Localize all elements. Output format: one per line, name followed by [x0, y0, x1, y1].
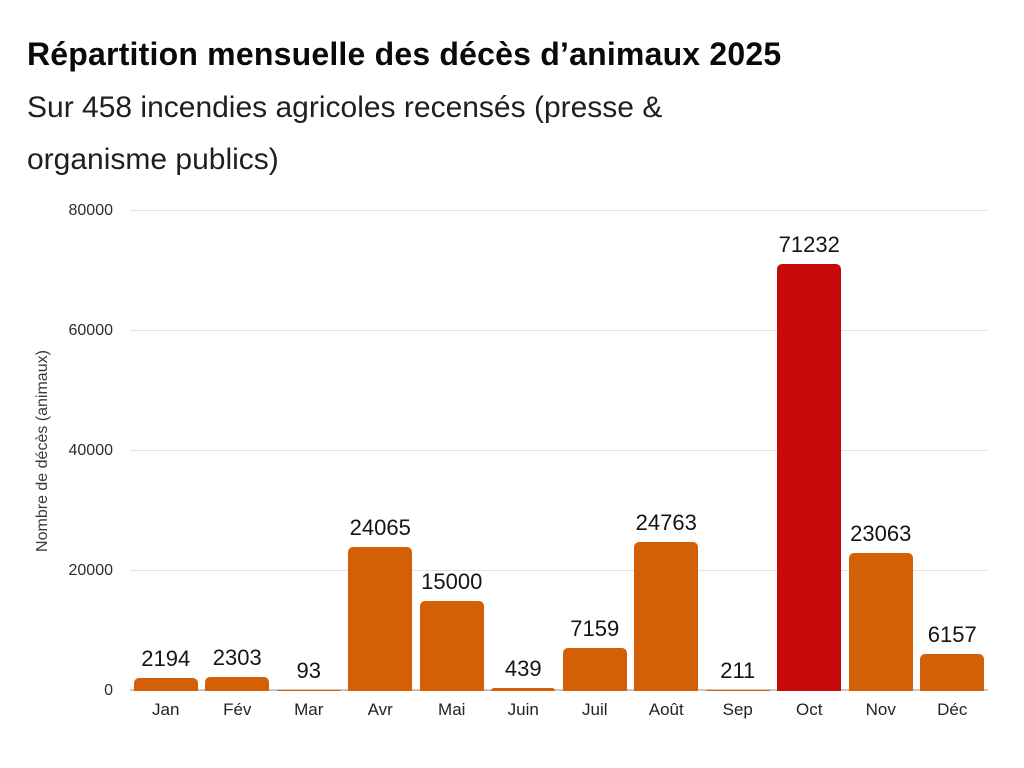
x-tick-label: Août [648, 700, 684, 719]
bar-value-label: 71232 [778, 231, 840, 257]
x-tick-label: Nov [865, 700, 896, 719]
y-tick-label: 60000 [68, 322, 114, 339]
y-tick-label: 0 [104, 682, 113, 699]
bar [276, 690, 341, 691]
y-tick-label: 80000 [68, 202, 114, 219]
bar [205, 677, 270, 691]
bar-slot: 439 [488, 211, 560, 691]
bar-value-label: 7159 [570, 616, 620, 642]
bar-slot: 24065 [345, 211, 417, 691]
bar-value-label: 15000 [421, 569, 483, 594]
x-axis-tick-labels: Jan Fév Mar Avr Mai Juin Juil Août Sep Oct Nov Déc [130, 700, 988, 720]
chart-title: Répartition mensuelle des décès d’animau… [27, 36, 782, 72]
bar [634, 542, 699, 691]
bar-slot: 211 [702, 211, 774, 691]
bar-value-label: 2303 [212, 645, 262, 671]
x-axis-line [130, 689, 988, 691]
bar-value-label: 6157 [927, 622, 977, 648]
x-tick-label: Fév [223, 700, 252, 719]
bar-series: 2194 2303 93 24065 15000 439 7159 24763 211 71232… [130, 211, 988, 691]
bar-value-label: 93 [296, 658, 321, 684]
bar-slot: 71232 [774, 211, 846, 691]
bar [491, 688, 556, 691]
bar [848, 552, 913, 691]
x-tick-label: Juil [581, 700, 608, 719]
bar-slot: 7159 [559, 211, 631, 691]
x-tick-label: Sep [722, 700, 753, 719]
gridline [130, 450, 988, 451]
bar [133, 677, 198, 691]
gridline [130, 330, 988, 331]
bar-slot: 15000 [416, 211, 488, 691]
x-tick-label: Oct [796, 700, 823, 719]
bar-value-label: 211 [720, 657, 756, 683]
y-tick-label: 40000 [68, 442, 114, 459]
x-tick-label: Déc [937, 700, 968, 719]
bar-slot: 93 [273, 211, 345, 691]
gridline [130, 570, 988, 571]
x-tick-label: Mar [294, 700, 324, 719]
x-tick-label: Juin [507, 700, 539, 719]
bar-slot: 23063 [845, 211, 917, 691]
bar [348, 546, 413, 691]
bar-value-label: 24065 [349, 514, 411, 540]
gridline [130, 210, 988, 211]
plot-area: 2194 2303 93 24065 15000 439 7159 24763 211 71232… [130, 210, 988, 691]
x-tick-label: Avr [367, 700, 393, 719]
bar-slot: 2303 [202, 211, 274, 691]
y-tick-label: 20000 [68, 562, 114, 579]
bar-value-label: 439 [504, 656, 542, 682]
bar-slot: 24763 [631, 211, 703, 691]
bar-value-label: 2194 [141, 645, 191, 671]
bar-slot: 6157 [917, 211, 989, 691]
bar-value-label: 24763 [635, 510, 697, 536]
bar [920, 654, 985, 691]
bar [419, 601, 484, 691]
bar [777, 263, 842, 691]
x-tick-label: Jan [152, 700, 180, 719]
bar-slot: 2194 [130, 211, 202, 691]
bar-value-label: 23063 [850, 520, 912, 546]
chart-subtitle: Sur 458 incendies agricoles recensés (pr… [27, 91, 663, 176]
bar [705, 689, 770, 691]
x-tick-label: Mai [438, 700, 466, 719]
bar [562, 648, 627, 691]
